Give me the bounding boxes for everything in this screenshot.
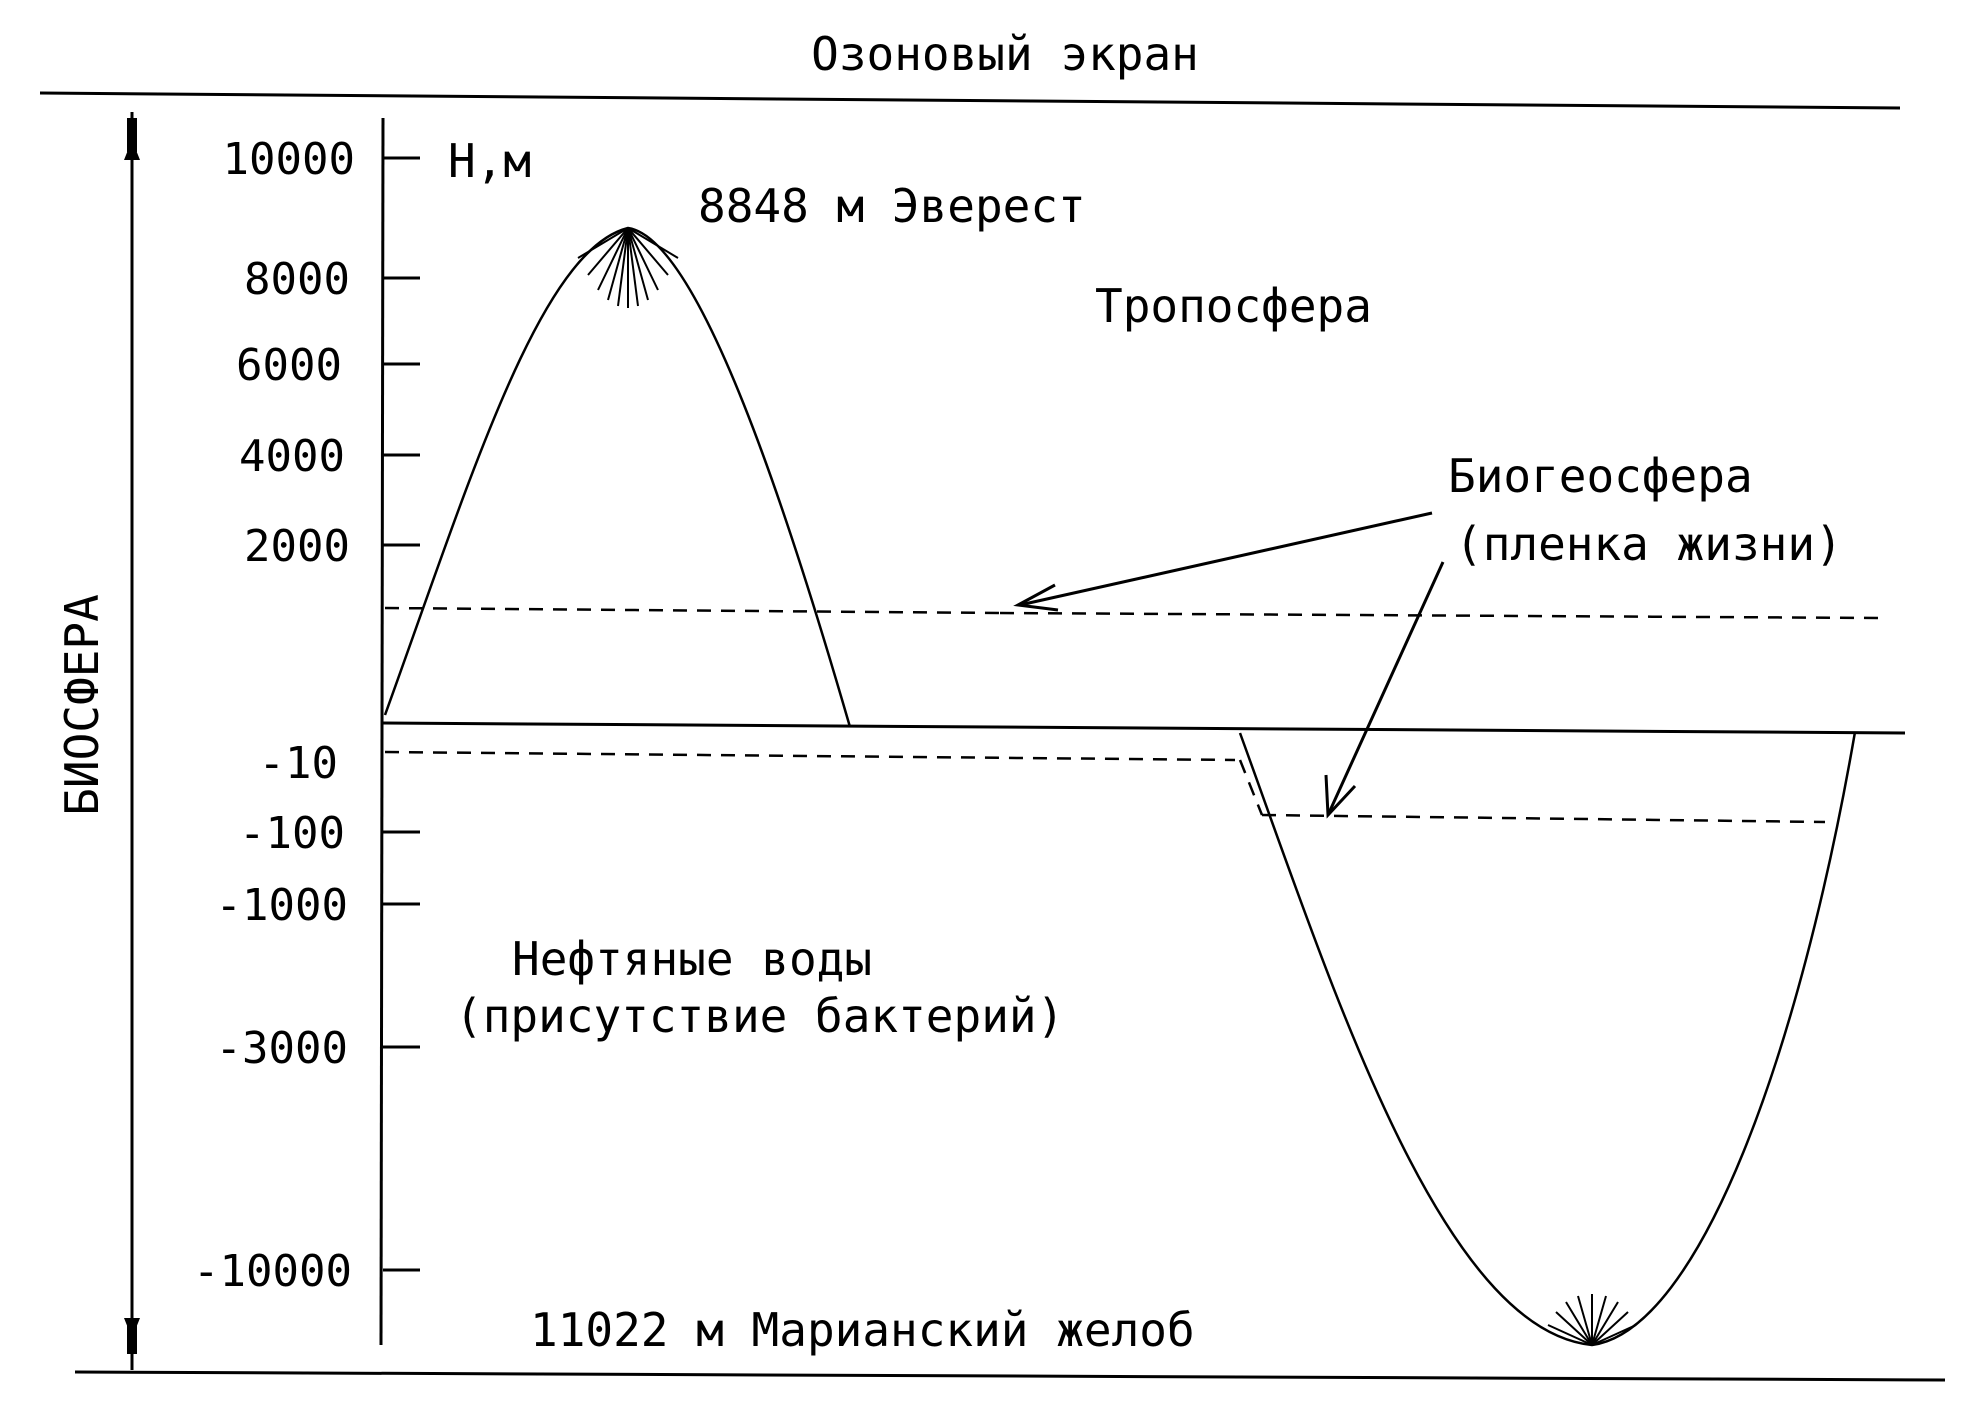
oil-waters-label-line1: Нефтяные воды bbox=[512, 932, 872, 986]
tick-label-neg-2: -1000 bbox=[216, 880, 348, 931]
oil-waters-label-line2: (присутствие бактерий) bbox=[455, 989, 1064, 1043]
tick-label-pos-3: 4000 bbox=[239, 431, 345, 482]
biosphere-label: БИОСФЕРА bbox=[55, 594, 109, 816]
height-axis bbox=[379, 117, 385, 1346]
tick-label-neg-0: -10 bbox=[259, 738, 338, 789]
ozone-screen-line bbox=[39, 91, 1901, 110]
tick-label-neg-1: -100 bbox=[239, 808, 345, 859]
biosphere-span bbox=[124, 112, 140, 1370]
ozone-screen-title: Озоновый экран bbox=[811, 27, 1199, 81]
axis-unit-label: Н,м bbox=[448, 134, 531, 188]
tick-label-pos-1: 8000 bbox=[244, 254, 350, 305]
biogeosphere-arrow-upper bbox=[1013, 511, 1433, 612]
biogeosphere-arrow-lower bbox=[1324, 561, 1445, 819]
biogeosphere-label-line2: (пленка жизни) bbox=[1455, 517, 1843, 571]
bottom-boundary-line bbox=[74, 1370, 1946, 1382]
tick-label-pos-4: 2000 bbox=[244, 521, 350, 572]
mariana-trench bbox=[1238, 731, 1857, 1347]
everest-label: 8848 м Эверест bbox=[698, 179, 1086, 233]
everest-peak-marker bbox=[577, 227, 679, 308]
sea-level-line bbox=[382, 721, 1906, 735]
troposphere-label: Тропосфера bbox=[1095, 279, 1372, 333]
biogeosphere-label-line1: Биогеосфера bbox=[1448, 449, 1753, 503]
negative-ticks bbox=[383, 830, 420, 1272]
biogeosphere-upper-boundary bbox=[384, 606, 1881, 620]
trench-bottom-marker bbox=[1547, 1294, 1637, 1346]
mariana-label: 11022 м Марианский желоб bbox=[530, 1303, 1195, 1357]
positive-ticks bbox=[383, 156, 420, 547]
tick-label-neg-4: -10000 bbox=[193, 1246, 352, 1297]
tick-label-pos-2: 6000 bbox=[236, 340, 342, 391]
biogeosphere-lower-boundary bbox=[384, 750, 1826, 824]
tick-label-pos-0: 10000 bbox=[223, 134, 355, 185]
tick-label-neg-3: -3000 bbox=[216, 1023, 348, 1074]
